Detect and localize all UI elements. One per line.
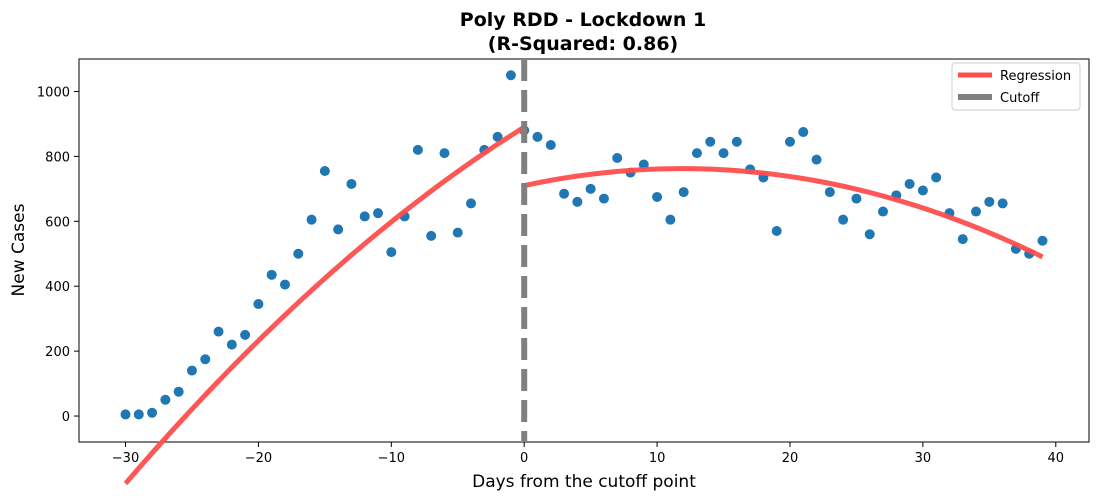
data-point <box>133 409 144 420</box>
data-point <box>957 234 968 245</box>
data-point <box>120 409 131 420</box>
data-point <box>279 279 290 290</box>
data-point <box>904 178 915 189</box>
data-point <box>253 299 264 310</box>
regression-line-left <box>123 125 526 486</box>
x-tick-label: −10 <box>378 451 405 466</box>
data-point <box>346 178 357 189</box>
regression-lines <box>123 125 1044 486</box>
data-point <box>200 354 211 365</box>
data-point <box>306 214 317 225</box>
x-tick-label: −20 <box>245 451 272 466</box>
data-point <box>373 208 384 219</box>
x-axis: −30 −20 −10 0 10 20 30 40 <box>112 442 1064 466</box>
data-point <box>705 136 716 147</box>
data-point <box>492 131 503 142</box>
data-point <box>452 227 463 238</box>
plot-frame <box>78 58 1090 443</box>
data-point <box>439 148 450 159</box>
data-point <box>466 198 477 209</box>
y-axis: 0 200 400 600 800 1000 <box>37 85 79 425</box>
data-point <box>173 386 184 397</box>
y-axis-label: New Cases <box>9 203 29 296</box>
chart-subtitle: (R-Squared: 0.86) <box>488 33 678 55</box>
x-tick-label: 20 <box>782 451 799 466</box>
plot-area: −30 −20 −10 0 10 20 30 40 0 200 400 600 800 1000 <box>37 58 1090 486</box>
data-point <box>532 131 543 142</box>
data-point <box>359 211 370 222</box>
data-point <box>186 365 197 376</box>
data-point <box>718 148 729 159</box>
data-point <box>333 224 344 235</box>
data-point <box>1037 235 1048 246</box>
y-tick-label: 1000 <box>37 85 70 100</box>
data-point <box>426 230 437 241</box>
data-point <box>931 172 942 183</box>
data-point <box>160 394 171 405</box>
data-point <box>319 165 330 176</box>
data-point <box>691 148 702 159</box>
x-tick-label: 0 <box>520 451 528 466</box>
y-tick-label: 200 <box>45 345 70 360</box>
regression-line-right <box>523 166 1044 260</box>
data-point <box>147 407 158 418</box>
x-tick-label: 30 <box>915 451 932 466</box>
data-point <box>984 196 995 207</box>
data-point <box>585 183 596 194</box>
x-axis-label: Days from the cutoff point <box>472 472 696 492</box>
data-point <box>798 127 809 138</box>
data-point <box>971 206 982 217</box>
data-point <box>824 187 835 198</box>
data-point <box>997 198 1008 209</box>
data-point <box>838 214 849 225</box>
legend: Regression Cutoff <box>951 62 1081 111</box>
data-point <box>771 226 782 237</box>
data-point <box>213 326 224 337</box>
data-point <box>652 191 663 202</box>
data-point <box>851 193 862 204</box>
legend-label-cutoff: Cutoff <box>1000 91 1040 106</box>
data-point <box>665 214 676 225</box>
data-point <box>559 188 570 199</box>
data-point <box>266 269 277 280</box>
y-tick-label: 600 <box>45 215 70 230</box>
chart-title: Poly RDD - Lockdown 1 <box>460 9 706 31</box>
data-point <box>864 229 875 240</box>
data-point <box>386 247 397 258</box>
y-tick-label: 800 <box>45 150 70 165</box>
data-point <box>731 136 742 147</box>
y-tick-label: 0 <box>62 410 70 425</box>
data-point <box>240 329 251 340</box>
data-point <box>293 248 304 259</box>
data-point <box>572 196 583 207</box>
data-point <box>598 193 609 204</box>
data-point <box>226 339 237 350</box>
data-point <box>612 152 623 163</box>
data-point <box>412 144 423 155</box>
x-tick-label: 10 <box>649 451 666 466</box>
data-point <box>878 206 889 217</box>
scatter-points <box>120 70 1048 420</box>
data-point <box>505 70 516 81</box>
data-point <box>784 136 795 147</box>
x-tick-label: 40 <box>1048 451 1065 466</box>
data-point <box>545 140 556 151</box>
y-tick-label: 400 <box>45 280 70 295</box>
legend-label-regression: Regression <box>1000 69 1071 84</box>
data-point <box>917 185 928 196</box>
data-point <box>811 154 822 165</box>
x-tick-label: −30 <box>112 451 139 466</box>
data-point <box>678 187 689 198</box>
